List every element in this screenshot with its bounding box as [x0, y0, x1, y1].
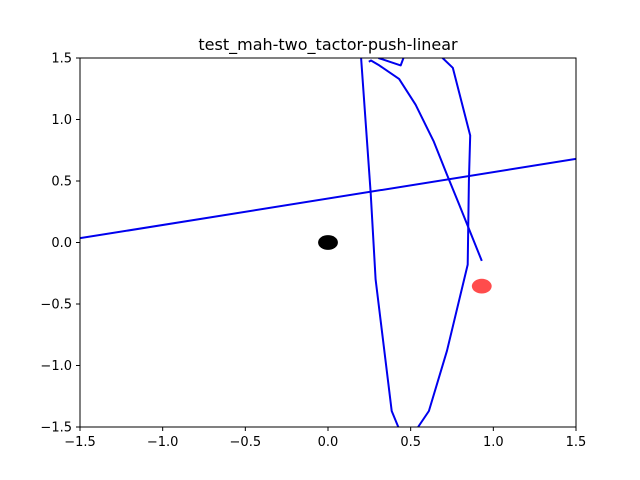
x-axis: −1.5 −1.0 −0.5 0.0 0.5 1.0 1.5 [64, 427, 586, 450]
y-tick-label: 1.0 [51, 113, 72, 128]
x-tick-label: 1.5 [566, 435, 587, 450]
series-line-3 [368, 59, 483, 262]
scatter-point-2 [471, 278, 492, 294]
y-tick-label: 0.5 [51, 175, 72, 190]
y-tick-label: −1.5 [40, 421, 72, 436]
y-tick-label: −1.0 [40, 359, 72, 374]
y-tick-label: 0.0 [51, 236, 72, 251]
y-tick-label: −0.5 [40, 298, 72, 313]
chart-title: test_mah-two_tactor-push-linear [198, 35, 458, 55]
x-tick-label: −1.0 [147, 435, 179, 450]
x-tick-label: 0.0 [318, 435, 339, 450]
y-axis: −1.5 −1.0 −0.5 0.0 0.5 1.0 1.5 [40, 52, 80, 436]
x-tick-label: 0.5 [400, 435, 421, 450]
x-tick-label: −1.5 [64, 435, 96, 450]
series-line-4 [378, 58, 405, 67]
x-tick-label: 1.0 [483, 435, 504, 450]
y-tick-label: 1.5 [51, 52, 72, 67]
plot-area [80, 58, 576, 427]
series-line-2 [360, 58, 472, 427]
x-tick-label: −0.5 [230, 435, 262, 450]
series-line-1 [80, 157, 576, 240]
scatter-point-1 [318, 235, 338, 250]
